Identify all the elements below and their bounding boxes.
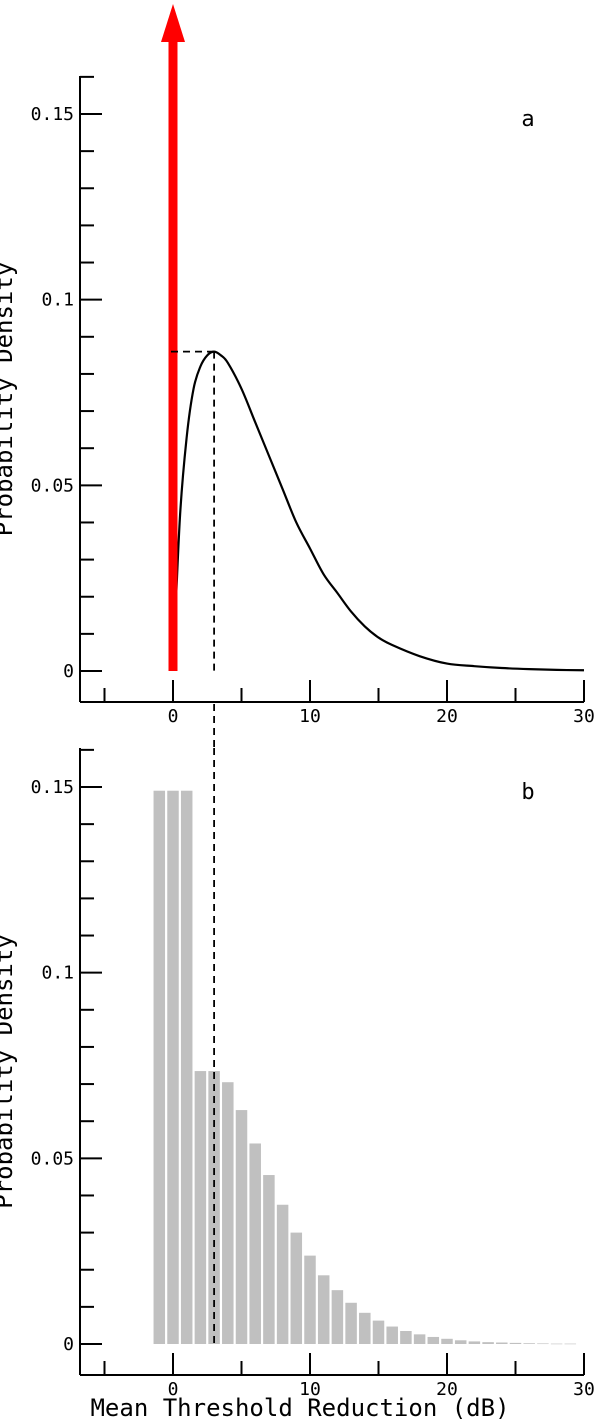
x-tick-label: 20	[436, 706, 458, 727]
density-curve	[171, 350, 585, 672]
panel-a: 0 0.05 0.1 0.15 0 10 20 30 Probability Density…	[0, 4, 595, 727]
histogram-bar	[468, 1341, 481, 1344]
histogram-bar	[153, 790, 166, 1344]
histogram-bar	[386, 1326, 398, 1344]
y-tick-label: 0.1	[41, 963, 74, 984]
histogram-bar	[222, 1082, 234, 1344]
y-tick-label: 0	[63, 661, 74, 682]
histogram-bar	[427, 1336, 440, 1344]
y-tick-label: 0	[63, 1334, 74, 1355]
histogram-bar	[537, 1343, 549, 1345]
histogram-bar	[317, 1275, 330, 1344]
x-tick-label: 30	[573, 1379, 595, 1400]
x-tick-label: 0	[168, 706, 179, 727]
histogram-bar	[304, 1255, 316, 1344]
histogram-bar	[167, 790, 179, 1344]
histogram-bar	[290, 1232, 303, 1344]
impulse-arrow-shaft	[168, 38, 178, 671]
x-tick-label: 20	[436, 1379, 458, 1400]
panel-b-x-axis-title: Mean Threshold Reduction (dB)	[90, 1394, 509, 1422]
histogram-bar	[180, 790, 193, 1344]
panel-b-label: b	[521, 780, 534, 805]
histogram-bar	[345, 1302, 357, 1344]
histogram-bar	[564, 1343, 577, 1345]
histogram-bar	[496, 1342, 508, 1344]
histogram-bar	[372, 1320, 385, 1344]
panel-a-label: a	[521, 107, 534, 132]
histogram-bar	[194, 1071, 207, 1344]
impulse-arrow-head	[161, 4, 185, 42]
histogram-bar	[263, 1175, 275, 1344]
y-tick-label: 0.1	[41, 290, 74, 311]
histogram-bar	[441, 1338, 453, 1344]
histogram-bar	[482, 1342, 494, 1344]
histogram-bar	[454, 1340, 467, 1344]
y-tick-label: 0.05	[31, 1148, 74, 1169]
y-tick-label: 0.15	[31, 777, 74, 798]
histogram-bar	[509, 1342, 522, 1344]
x-tick-label: 10	[299, 1379, 321, 1400]
histogram-bar	[400, 1331, 412, 1344]
histogram-bar	[235, 1110, 248, 1344]
panel-b: 0 0.05 0.1 0.15 0 10 20 30 Probability Density…	[0, 748, 595, 1422]
panel-a-y-axis-title: Probability Density	[0, 262, 18, 537]
panel-b-y-axis-title: Probability Density	[0, 934, 18, 1209]
x-tick-label: 30	[573, 706, 595, 727]
impulse-arrow	[161, 4, 185, 671]
x-tick-label: 10	[299, 706, 321, 727]
histogram-bar	[249, 1143, 261, 1344]
y-tick-label: 0.15	[31, 104, 74, 125]
histogram-bar	[523, 1343, 535, 1344]
histogram-bar	[331, 1290, 344, 1344]
histogram-bar	[550, 1343, 563, 1345]
panel-b-axes	[79, 748, 585, 1376]
histogram-bar	[413, 1334, 426, 1344]
histogram-bar	[359, 1312, 371, 1344]
x-tick-label: 0	[168, 1379, 179, 1400]
y-tick-label: 0.05	[31, 475, 74, 496]
histogram-bar	[276, 1204, 289, 1344]
panel-a-axes	[79, 75, 585, 703]
